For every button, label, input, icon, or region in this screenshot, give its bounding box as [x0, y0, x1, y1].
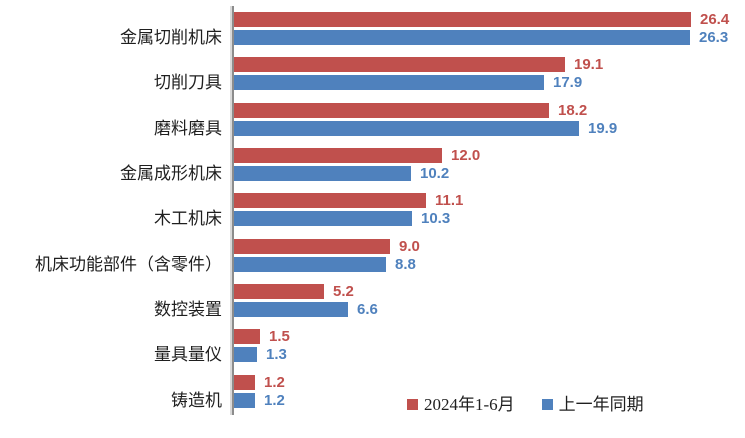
- bar-group: 1.5 1.3: [234, 328, 745, 364]
- category-axis-line: [232, 6, 234, 415]
- legend-label-2024: 2024年1-6月: [424, 395, 515, 414]
- bar-row: 6.6: [234, 300, 745, 318]
- value-label: 9.0: [399, 237, 420, 255]
- bar-row: 18.2: [234, 101, 745, 119]
- bar-group: 11.1 10.3: [234, 192, 745, 228]
- bar-row: 19.1: [234, 56, 745, 74]
- value-label: 1.2: [264, 373, 285, 391]
- legend-swatch-prev-year: [541, 399, 553, 410]
- legend-item-prev-year: 上一年同期: [541, 395, 644, 414]
- bar-row: 10.2: [234, 164, 745, 182]
- bar-row: 10.3: [234, 210, 745, 228]
- category-label: 切削刀具: [154, 73, 222, 93]
- bar-prev-year: [234, 256, 386, 272]
- bar-row: 1.2: [234, 373, 745, 391]
- bar-2024: [234, 57, 565, 73]
- bar-row: 11.1: [234, 192, 745, 210]
- bar-2024: [234, 374, 255, 390]
- bar-2024: [234, 329, 260, 345]
- value-label: 19.1: [574, 56, 604, 74]
- bar-prev-year: [234, 75, 544, 91]
- value-label: 17.9: [553, 74, 583, 92]
- value-label: 1.3: [266, 346, 287, 364]
- bar-2024: [234, 147, 442, 163]
- value-label: 1.2: [264, 391, 285, 409]
- value-label: 12.0: [451, 146, 481, 164]
- category-label: 铸造机: [171, 390, 222, 410]
- bar-group: 12.0 10.2: [234, 146, 745, 182]
- bar-group: 5.2 6.6: [234, 282, 745, 318]
- bar-row: 5.2: [234, 282, 745, 300]
- category-label: 金属成形机床: [120, 163, 222, 183]
- bar-row: 26.3: [234, 30, 745, 45]
- category-label: 数控装置: [154, 299, 222, 319]
- value-label: 10.3: [421, 210, 451, 228]
- value-label: 26.3: [699, 29, 729, 46]
- legend: 2024年1-6月 上一年同期: [407, 396, 644, 413]
- category-label: 木工机床: [154, 209, 222, 229]
- bar-group: 9.0 8.8: [234, 237, 745, 273]
- bar-2024: [234, 102, 549, 118]
- bar-2024: [234, 238, 390, 254]
- category-label: 量具量仪: [154, 345, 222, 365]
- bar-group: 18.2 19.9: [234, 101, 745, 137]
- value-label: 18.2: [558, 101, 588, 119]
- bar-group: 26.4 26.3: [234, 12, 745, 45]
- value-label: 26.4: [700, 11, 730, 28]
- value-label: 8.8: [395, 255, 416, 273]
- bar-prev-year: [234, 165, 411, 181]
- bar-prev-year: [234, 347, 257, 363]
- bar-2024: [234, 193, 426, 209]
- value-label: 5.2: [333, 282, 354, 300]
- category-label: 磨料磨具: [154, 118, 222, 138]
- bar-row: 19.9: [234, 119, 745, 137]
- bar-prev-year: [234, 211, 412, 227]
- bar-2024: [234, 283, 324, 299]
- value-label: 11.1: [435, 192, 464, 210]
- legend-item-2024: 2024年1-6月: [407, 396, 515, 413]
- bar-prev-year: [234, 392, 255, 408]
- bar-group: 19.1 17.9: [234, 56, 745, 92]
- bar-prev-year: [234, 120, 579, 136]
- legend-swatch-2024: [407, 399, 418, 410]
- bar-row: 1.3: [234, 346, 745, 364]
- value-label: 10.2: [420, 164, 450, 182]
- value-label: 19.9: [588, 119, 618, 137]
- bar-2024: [234, 12, 691, 27]
- bar-row: 12.0: [234, 146, 745, 164]
- category-label: 机床功能部件（含零件）: [35, 254, 222, 274]
- bar-row: 8.8: [234, 255, 745, 273]
- bar-row: 26.4: [234, 12, 745, 27]
- bar-group: 1.2 1.2: [234, 373, 745, 409]
- legend-label-prev-year: 上一年同期: [558, 395, 644, 414]
- bar-row: 1.2: [234, 391, 745, 409]
- bar-prev-year: [234, 301, 348, 317]
- bar-row: 9.0: [234, 237, 745, 255]
- value-label: 1.5: [269, 328, 290, 346]
- bar-row: 17.9: [234, 74, 745, 92]
- value-label: 6.6: [357, 300, 378, 318]
- bar-prev-year: [234, 30, 690, 45]
- category-label: 金属切削机床: [120, 28, 222, 47]
- bar-row: 1.5: [234, 328, 745, 346]
